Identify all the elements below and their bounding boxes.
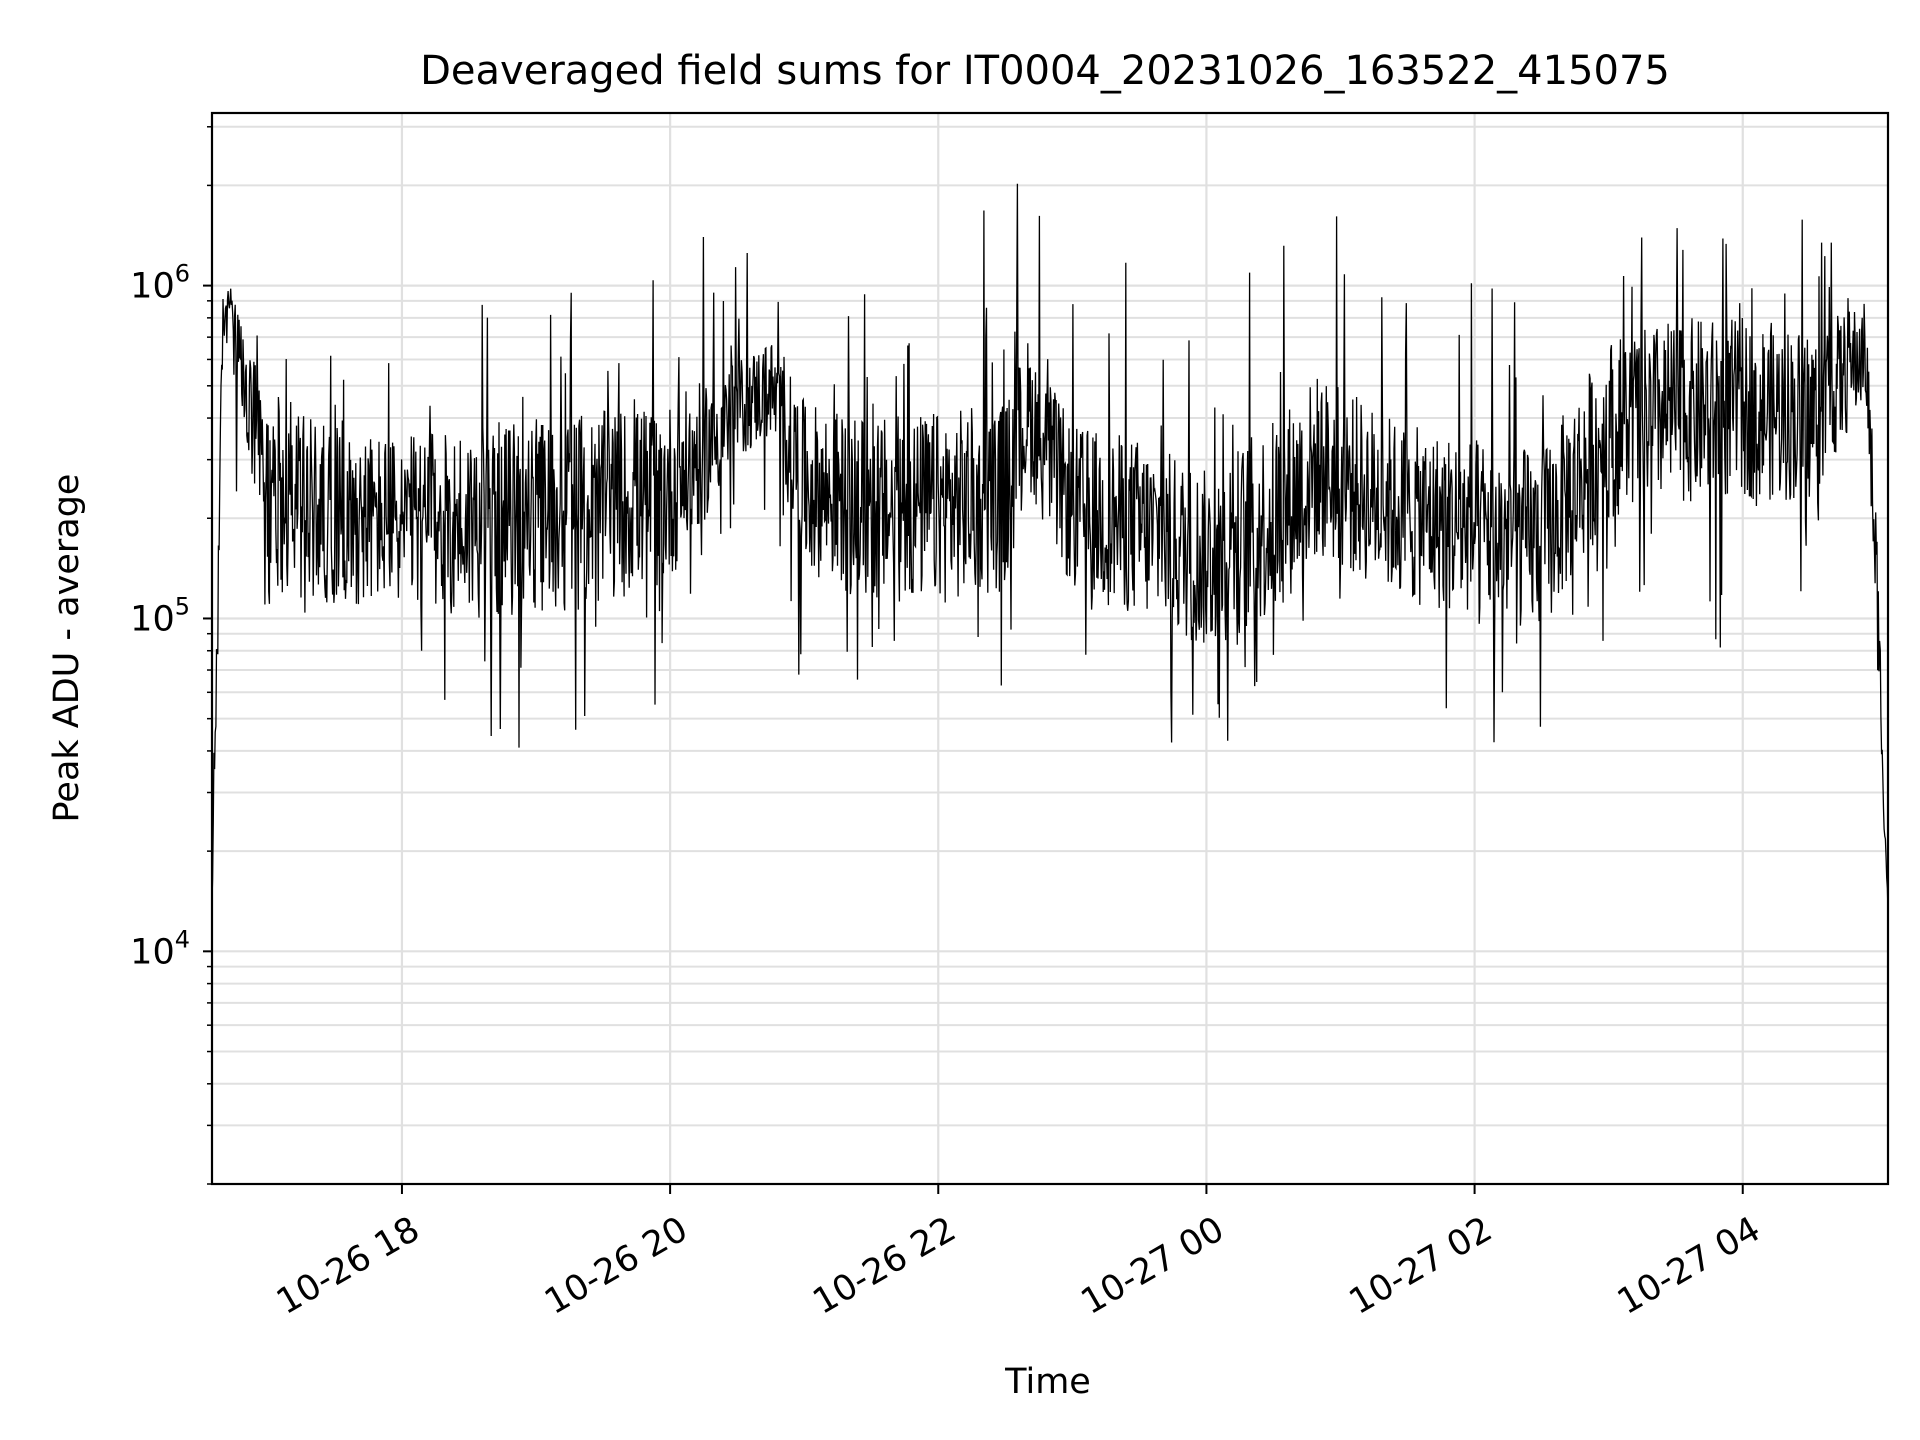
x-axis-label: Time bbox=[1004, 1362, 1091, 1402]
y-axis-label: Peak ADU - average bbox=[47, 474, 87, 823]
y-tick-label: 104 bbox=[130, 925, 190, 972]
plot-frame bbox=[210, 111, 1890, 1186]
series-line bbox=[211, 183, 1889, 914]
y-tick-label: 105 bbox=[130, 592, 190, 639]
y-tick-label: 106 bbox=[130, 260, 190, 307]
y-axis: 104 105 106 bbox=[130, 126, 212, 1185]
chart-title: Deaveraged field sums for IT0004_2023102… bbox=[420, 48, 1670, 94]
plot-area bbox=[211, 183, 1889, 914]
